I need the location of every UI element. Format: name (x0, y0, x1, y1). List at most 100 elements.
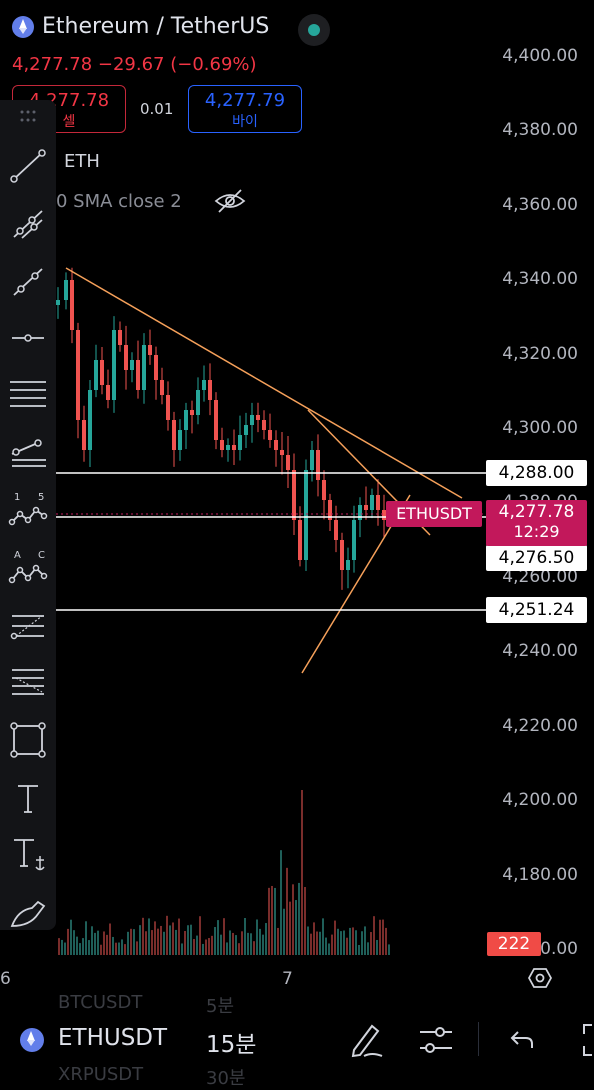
volume-tag: 222 (487, 932, 541, 956)
indicator-settings-icon[interactable] (418, 1022, 454, 1058)
ghost-interval-top: 5분 (206, 996, 235, 1017)
extended-line-icon[interactable] (8, 262, 48, 302)
price-tick: 4,180.00 (502, 865, 578, 885)
volume-bar (169, 925, 171, 955)
candle-body (304, 470, 308, 560)
hline-tag-lower[interactable]: 4,251.24 (486, 597, 587, 623)
volume-bar (232, 932, 234, 955)
candle-body (214, 400, 218, 440)
anchored-text-icon[interactable] (8, 834, 48, 874)
volume-bar (109, 923, 111, 955)
ghost-symbol-bottom: XRPUSDT (58, 1064, 144, 1085)
bottom-symbol-button[interactable]: ETHUSDT (58, 1025, 168, 1051)
hline-tag-upper[interactable]: 4,288.00 (486, 460, 587, 486)
descending-trendline (65, 267, 463, 499)
volume-bar (193, 938, 195, 955)
candle-body (112, 330, 116, 400)
parallel-channel-icon[interactable] (8, 376, 48, 416)
candle-body (160, 380, 164, 395)
candle-body (376, 495, 380, 510)
volume-bar (244, 917, 246, 955)
undo-icon[interactable] (508, 1026, 536, 1054)
fib-retracement-icon[interactable] (8, 606, 48, 646)
bar-countdown: 12:29 (513, 522, 560, 541)
bottom-ethereum-icon (20, 1028, 44, 1052)
candle-body (76, 330, 80, 420)
volume-bar (385, 927, 387, 955)
candle-body (70, 280, 74, 330)
candle-body (286, 455, 290, 470)
volume-bar (340, 931, 342, 955)
hline-tag-middle[interactable]: 4,276.50 (486, 545, 587, 571)
svg-text:1: 1 (14, 492, 20, 503)
volume-bar (214, 927, 216, 955)
volume-bar (307, 926, 309, 955)
volume-bar (352, 927, 354, 955)
candle-body (322, 480, 326, 500)
volume-bar (196, 935, 198, 955)
trend-line-icon[interactable] (8, 146, 48, 186)
rectangle-icon[interactable] (8, 720, 48, 760)
volume-bar (202, 943, 204, 955)
candle-body (64, 280, 68, 300)
fullscreen-icon[interactable] (576, 1022, 594, 1058)
volume-bar (355, 930, 357, 955)
candle-body (190, 410, 194, 415)
volume-bar (256, 919, 258, 955)
candle-body (100, 360, 104, 385)
symbol-title[interactable]: Ethereum / TetherUS (12, 14, 269, 39)
candle-body (136, 360, 140, 390)
volume-bar (376, 939, 378, 955)
candle-body (292, 470, 296, 520)
volume-legend[interactable]: ETH (64, 151, 100, 172)
volume-bar (241, 931, 243, 955)
volume-bar (181, 943, 183, 955)
volume-bar (325, 937, 327, 955)
bottom-divider (478, 1022, 479, 1056)
volume-bar (199, 916, 201, 955)
volume-bar (331, 934, 333, 955)
volume-bar (361, 931, 363, 955)
brush-icon[interactable] (8, 892, 48, 932)
sell-button[interactable]: 4,277.78 셀 (12, 85, 126, 133)
buy-price: 4,277.79 (204, 90, 286, 111)
sma-legend[interactable]: 0 SMA close 2 (56, 191, 182, 212)
volume-bar (274, 887, 276, 955)
horizontal-ray-icon[interactable] (8, 318, 48, 358)
market-status-icon[interactable] (298, 14, 330, 46)
symbol-name: Ethereum / TetherUS (42, 14, 270, 39)
volume-bar (226, 942, 228, 955)
volume-bar (76, 936, 78, 955)
hide-indicator-icon[interactable] (214, 186, 246, 216)
drag-handle-icon[interactable] (8, 104, 48, 128)
candle-body (262, 420, 266, 430)
volume-bar (175, 929, 177, 955)
volume-bar (127, 931, 129, 955)
settings-hex-icon[interactable] (528, 966, 552, 990)
ethereum-icon (12, 15, 34, 38)
candle-body (340, 540, 344, 570)
volume-bar (319, 931, 321, 955)
ghost-symbol-top: BTCUSDT (58, 992, 143, 1013)
ray-icon[interactable] (8, 204, 48, 244)
interval-button[interactable]: 15분 (206, 1032, 257, 1058)
ghost-interval-bottom: 30분 (206, 1068, 246, 1089)
candle-body (202, 380, 206, 390)
pitchfork-icon[interactable] (8, 434, 48, 474)
volume-bar (337, 928, 339, 955)
volume-bar (223, 918, 225, 955)
volume-bar (88, 940, 90, 955)
text-tool-icon[interactable] (8, 778, 48, 818)
price-change-line: 4,277.78 −29.67 (−0.69%) (12, 54, 257, 75)
chart-canvas[interactable] (0, 0, 594, 1000)
candle-body (316, 450, 320, 480)
volume-bar (349, 927, 351, 955)
volume-bar (259, 928, 261, 955)
drawing-pen-icon[interactable] (348, 1020, 384, 1060)
fib-extension-icon[interactable] (8, 662, 48, 702)
svg-text:A: A (14, 550, 21, 561)
volume-bar (73, 930, 75, 955)
buy-button[interactable]: 4,277.79 바이 (188, 85, 302, 133)
